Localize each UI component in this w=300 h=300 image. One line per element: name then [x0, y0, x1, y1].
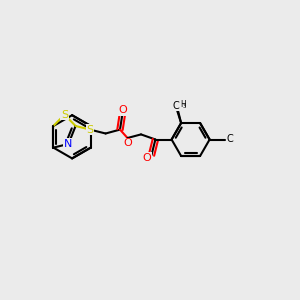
Text: O: O — [142, 153, 152, 163]
Text: S: S — [86, 124, 94, 135]
Text: S: S — [61, 110, 68, 120]
Text: C: C — [226, 134, 233, 145]
Text: O: O — [118, 105, 127, 116]
Text: 3: 3 — [183, 104, 186, 109]
Text: H: H — [180, 100, 186, 109]
Text: O: O — [124, 138, 133, 148]
Text: C: C — [172, 100, 178, 110]
Text: C: C — [173, 100, 180, 111]
Text: N: N — [64, 139, 73, 149]
